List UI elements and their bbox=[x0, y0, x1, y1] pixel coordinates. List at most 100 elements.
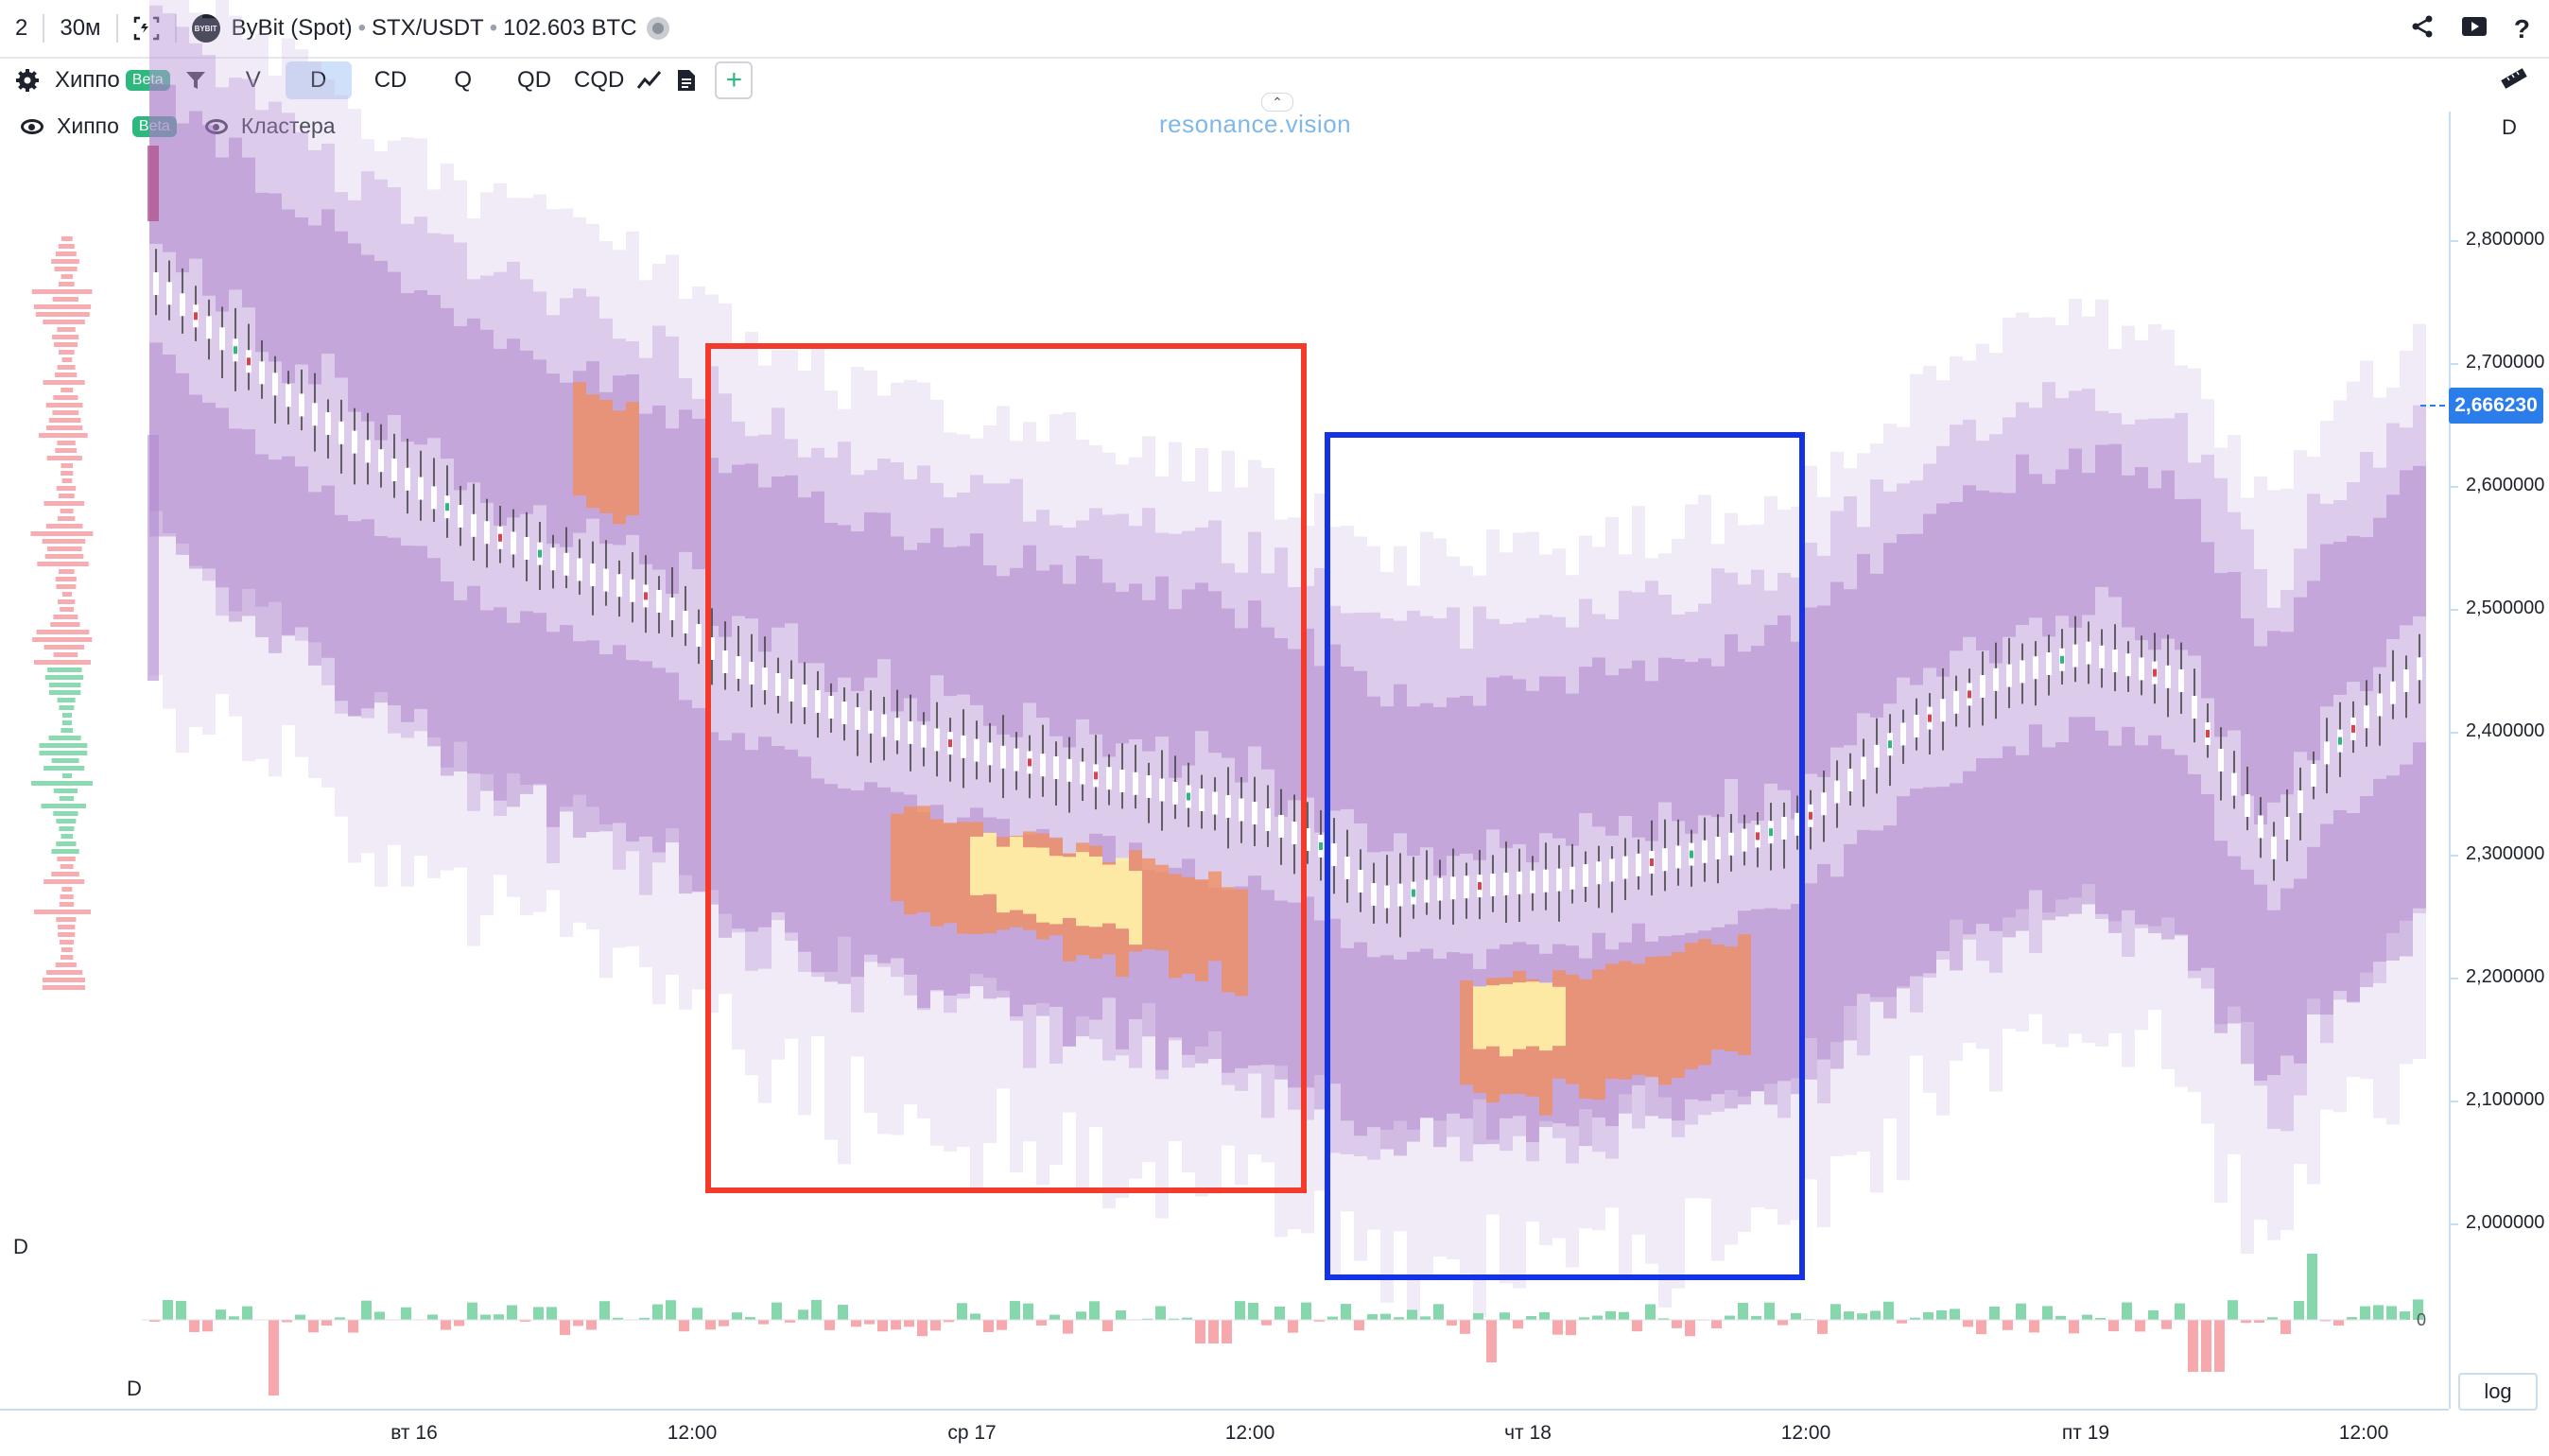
candle-body bbox=[2324, 741, 2330, 765]
symbol-selector[interactable]: BYBIT ByBit (Spot) • STX/USDT • 102.603 … bbox=[177, 0, 685, 58]
volume-profile-bar bbox=[43, 501, 85, 506]
brand-watermark: resonance.vision bbox=[1159, 110, 1352, 138]
heat-column bbox=[1433, 706, 1447, 876]
tool-q[interactable]: Q bbox=[454, 67, 473, 93]
heat-column bbox=[2003, 746, 2016, 938]
heat-column bbox=[639, 413, 652, 564]
heat-column bbox=[533, 359, 546, 506]
heat-column bbox=[2016, 454, 2029, 626]
document-icon[interactable] bbox=[669, 61, 703, 99]
heat-hot-cell bbox=[1222, 887, 1235, 993]
price-tick-label: 2,100000 bbox=[2450, 1089, 2545, 1110]
screenshot-icon[interactable] bbox=[118, 0, 175, 58]
volume-profile-bar bbox=[58, 599, 76, 604]
tool-d[interactable]: D bbox=[285, 61, 352, 99]
delta-bar-down bbox=[2241, 1320, 2251, 1324]
filter-icon[interactable] bbox=[176, 61, 216, 99]
heat-column bbox=[1897, 426, 1910, 1181]
candle-body bbox=[1847, 769, 1853, 791]
eye-icon[interactable] bbox=[21, 118, 43, 134]
heat-column bbox=[1248, 875, 1261, 1066]
heat-column bbox=[1420, 702, 1433, 848]
delta-bar-up bbox=[216, 1309, 226, 1320]
heat-hot-cell bbox=[1089, 856, 1102, 927]
delta-bar-up bbox=[1844, 1311, 1854, 1320]
heat-column bbox=[1341, 947, 1354, 1121]
add-indicator-button[interactable]: + bbox=[715, 61, 754, 99]
help-icon[interactable]: ? bbox=[2513, 14, 2530, 43]
heat-hot-cell bbox=[891, 813, 904, 902]
delta-bar-down bbox=[2069, 1320, 2079, 1334]
heat-hot-cell bbox=[1500, 983, 1513, 1057]
divider bbox=[43, 14, 45, 43]
heat-hot-cell bbox=[1155, 864, 1169, 951]
volume-profile-bar bbox=[58, 925, 76, 929]
heat-column bbox=[851, 531, 864, 691]
volume-value: 102.603 BTC bbox=[503, 15, 637, 41]
candle-body bbox=[868, 710, 874, 734]
candle-body bbox=[1159, 778, 1165, 802]
heat-column bbox=[388, 537, 401, 706]
candle-body bbox=[2377, 693, 2383, 717]
candle-marker bbox=[1650, 858, 1654, 866]
timeframe-selector[interactable]: 30м bbox=[60, 15, 101, 41]
heat-column bbox=[507, 338, 520, 518]
heat-column bbox=[917, 543, 930, 721]
heat-column bbox=[1605, 675, 1619, 836]
candle-body bbox=[1940, 699, 1946, 722]
time-tick-label: ср 17 bbox=[947, 1422, 997, 1444]
volume-profile-bar bbox=[56, 486, 77, 491]
delta-bar-down bbox=[1261, 1320, 1272, 1326]
volume-profile-bar bbox=[52, 335, 79, 339]
heat-column bbox=[1923, 787, 1936, 974]
heat-column bbox=[1526, 690, 1539, 863]
video-icon[interactable] bbox=[2461, 15, 2488, 44]
delta-bar-up bbox=[2095, 1317, 2106, 1320]
tool-v[interactable]: V bbox=[245, 67, 261, 93]
delta-bar-up bbox=[1592, 1315, 1603, 1320]
heat-column bbox=[1208, 591, 1222, 754]
delta-bar-down bbox=[917, 1320, 928, 1337]
log-scale-button[interactable]: log bbox=[2458, 1373, 2538, 1411]
volume-profile-bar bbox=[43, 766, 85, 771]
delta-bar-up bbox=[1658, 1318, 1669, 1320]
heat-column bbox=[1274, 637, 1288, 817]
delta-bar-up bbox=[652, 1304, 663, 1320]
tool-cd[interactable]: CD bbox=[373, 67, 407, 93]
line-chart-icon[interactable] bbox=[630, 61, 669, 99]
heat-column bbox=[2201, 399, 2214, 1124]
heatmap-chart[interactable] bbox=[0, 0, 2449, 1409]
gear-icon[interactable] bbox=[0, 61, 49, 99]
delta-bar-down bbox=[1711, 1320, 1722, 1328]
candle-marker bbox=[1968, 690, 1971, 699]
volume-profile-bar bbox=[56, 917, 77, 922]
delta-bar-up bbox=[1274, 1306, 1285, 1320]
share-icon[interactable] bbox=[2410, 14, 2435, 45]
heat-column bbox=[507, 622, 520, 807]
volume-profile-bar bbox=[51, 259, 79, 264]
time-axis[interactable]: вт 16 12:00 ср 17 12:00 чт 18 12:00 пт 19 12:00 bbox=[0, 1409, 2449, 1448]
heat-column bbox=[719, 473, 732, 637]
collapse-toggle[interactable]: ⌃ bbox=[1261, 93, 1293, 112]
candle-body bbox=[564, 552, 569, 576]
candle-body bbox=[1874, 744, 1880, 768]
delta-bar-down bbox=[1314, 1320, 1325, 1322]
heat-column bbox=[216, 157, 229, 312]
heat-column bbox=[864, 511, 877, 678]
candle-body bbox=[338, 421, 344, 444]
tool-cqd[interactable]: CQD bbox=[574, 67, 625, 93]
ruler-icon[interactable] bbox=[2500, 66, 2528, 91]
heat-column bbox=[1010, 441, 1023, 1173]
heat-column bbox=[957, 546, 970, 695]
heat-column bbox=[1314, 920, 1327, 1110]
eye-icon[interactable] bbox=[204, 118, 228, 134]
indicator-hippo[interactable]: Хиппо Beta bbox=[49, 61, 176, 99]
layout-count[interactable]: 2 bbox=[15, 15, 28, 41]
price-axis[interactable]: 2,800000 2,700000 2,600000 2,500000 2,400000… bbox=[2449, 112, 2549, 1409]
exchange-name: ByBit (Spot) bbox=[231, 15, 353, 41]
tool-qd[interactable]: QD bbox=[517, 67, 552, 93]
delta-bar-down bbox=[573, 1320, 583, 1326]
volume-profile-bar bbox=[57, 441, 76, 445]
delta-bar-up bbox=[1155, 1306, 1166, 1320]
heat-column bbox=[2095, 730, 2108, 914]
